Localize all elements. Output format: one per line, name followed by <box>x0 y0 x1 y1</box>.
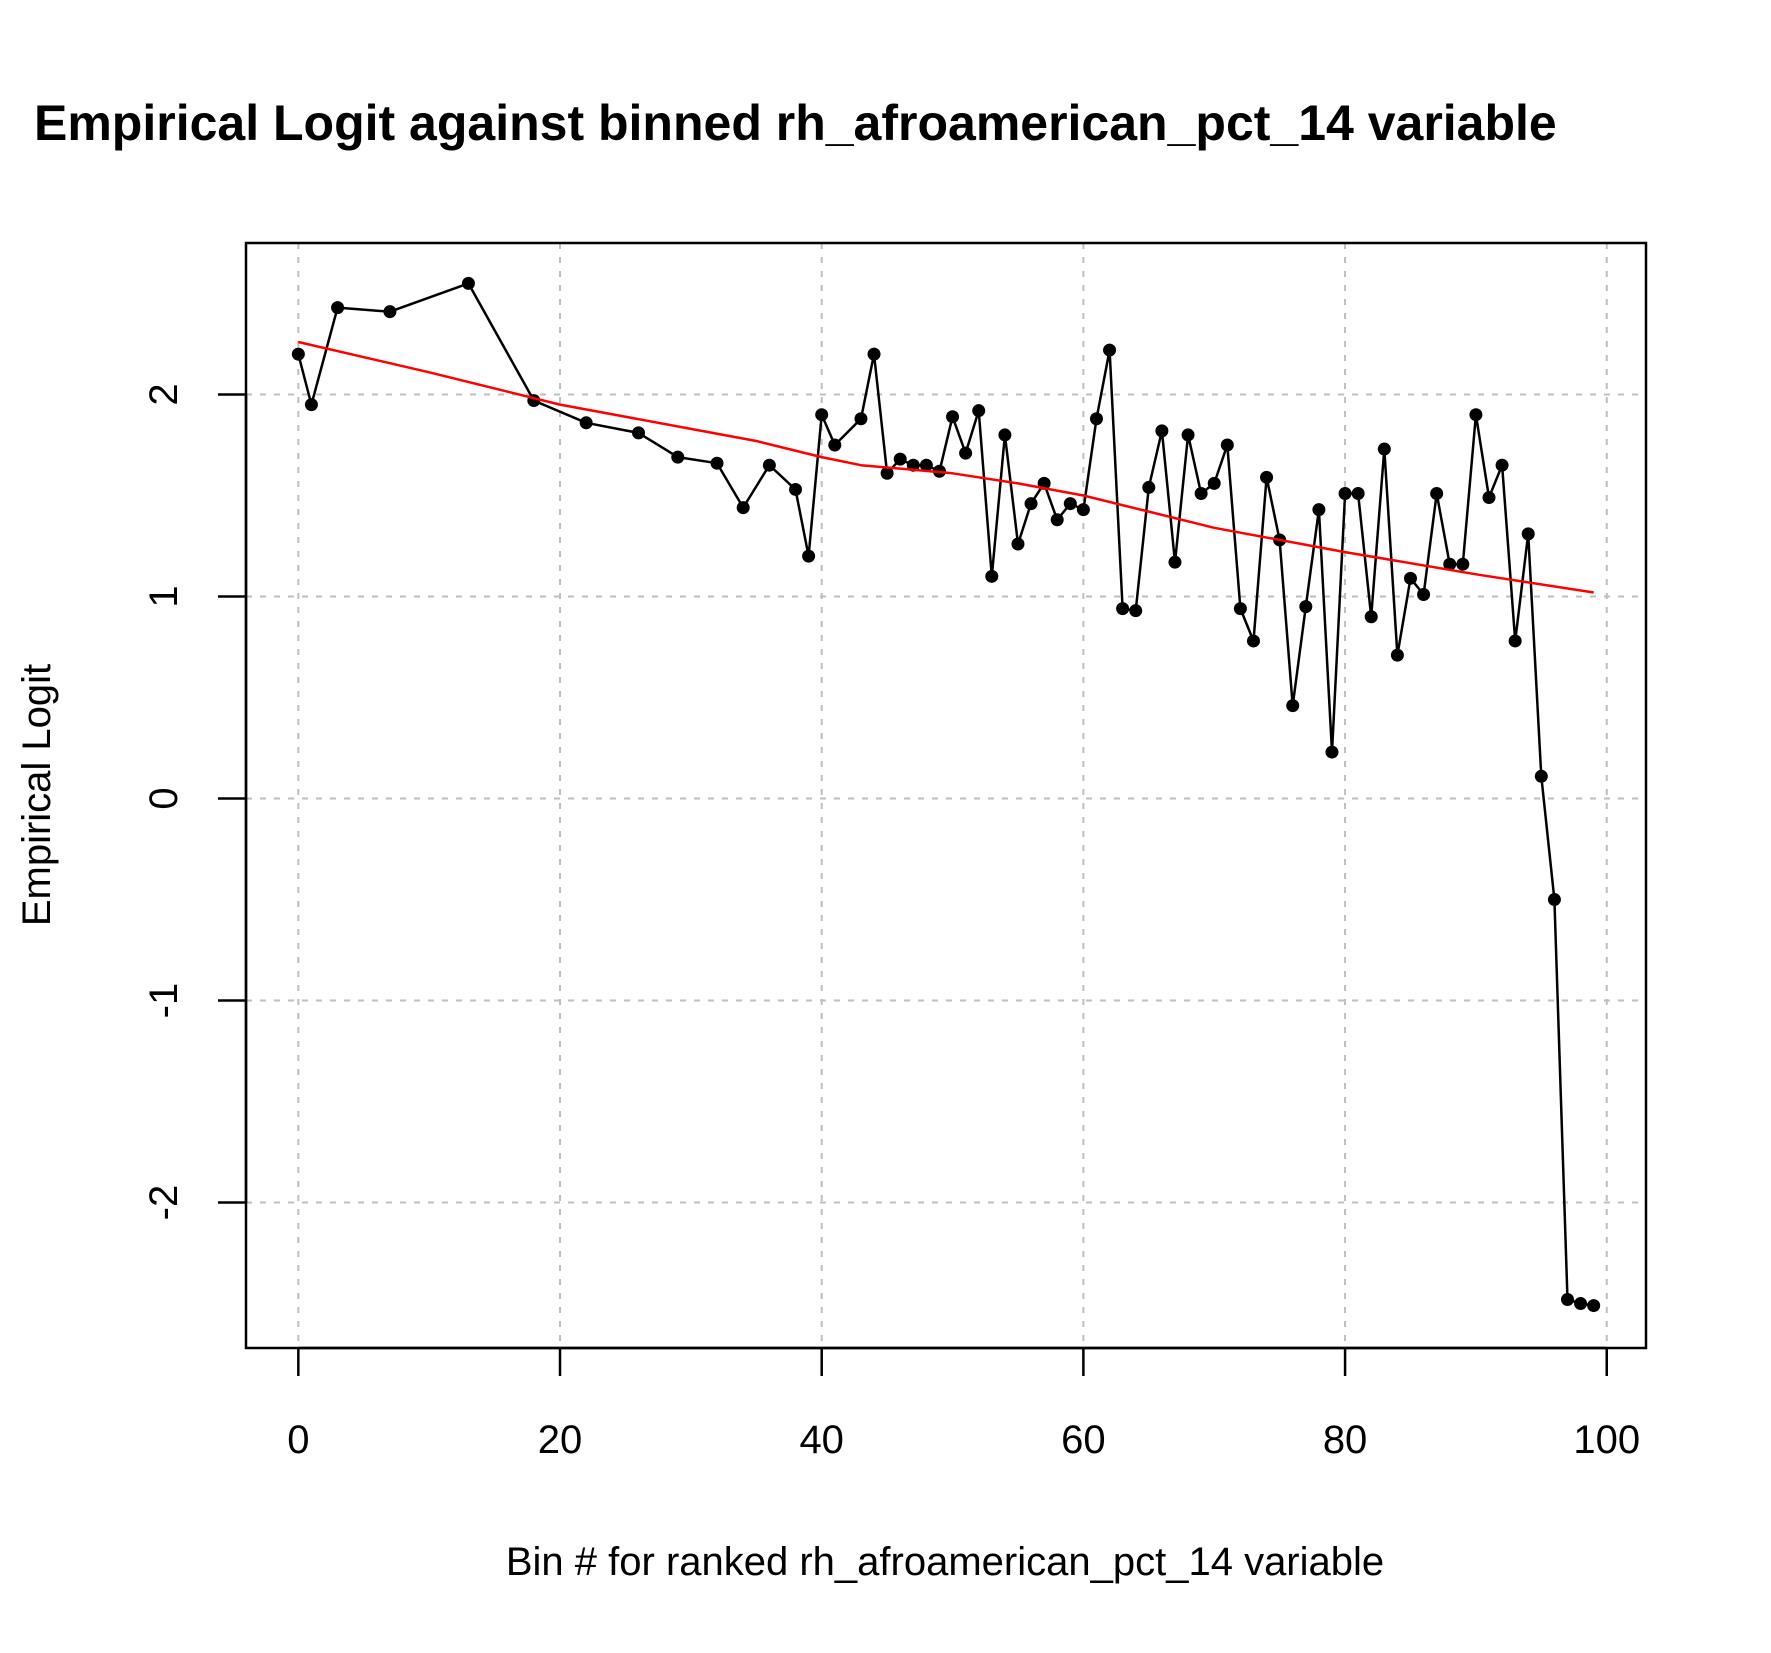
series-0-point-23 <box>946 410 960 424</box>
axis-layer: 0 20 40 60 80 100 -2 -1 0 1 2 <box>142 383 1640 1462</box>
grid-layer <box>246 243 1646 1348</box>
series-0-point-58 <box>1403 571 1417 585</box>
x-tick-label-0: 0 <box>287 1418 309 1462</box>
series-0-point-44 <box>1220 438 1234 452</box>
series-0-point-29 <box>1024 497 1038 511</box>
x-tick-label-2: 40 <box>799 1418 844 1462</box>
series-0-point-15 <box>828 438 842 452</box>
x-tick-label-4: 80 <box>1323 1418 1368 1462</box>
series-0-point-2 <box>331 301 345 315</box>
series-0-point-6 <box>579 416 593 430</box>
series-0-point-52 <box>1325 745 1339 759</box>
series-0-point-63 <box>1469 408 1483 422</box>
series-0-point-16 <box>854 412 868 426</box>
y-tick-label-2: 0 <box>142 787 186 809</box>
series-0-point-54 <box>1351 486 1365 500</box>
series-0-point-42 <box>1194 486 1208 500</box>
series-0-point-3 <box>383 305 397 319</box>
series-0-point-27 <box>998 428 1012 442</box>
y-tick-label-1: -1 <box>142 983 186 1019</box>
plot-frame <box>244 241 1648 1350</box>
series-0-point-55 <box>1364 610 1378 624</box>
series-0-point-37 <box>1129 604 1143 618</box>
series-0-point-39 <box>1155 424 1169 438</box>
series-0-point-33 <box>1076 503 1090 517</box>
series-0-point-4 <box>461 276 475 290</box>
series-0-line <box>297 282 1594 1307</box>
series-0-point-47 <box>1260 470 1274 484</box>
series-0-point-46 <box>1246 634 1260 648</box>
series-0-point-11 <box>762 458 776 472</box>
series-0-point-59 <box>1417 587 1431 601</box>
series-0-point-43 <box>1207 476 1221 490</box>
series-0-point-25 <box>972 404 986 418</box>
series-0-point-53 <box>1338 486 1352 500</box>
x-tick-label-5: 100 <box>1573 1418 1640 1462</box>
x-tick-label-1: 20 <box>538 1418 583 1462</box>
series-0-point-72 <box>1587 1299 1601 1313</box>
series-0-point-12 <box>789 482 803 496</box>
series-0-point-10 <box>736 501 750 515</box>
series-0-point-36 <box>1116 602 1130 616</box>
chart-title: Empirical Logit against binned rh_afroam… <box>34 95 1557 151</box>
series-0-point-35 <box>1103 343 1117 357</box>
y-tick-label-3: 1 <box>142 585 186 607</box>
y-tick-label-4: 2 <box>142 383 186 405</box>
series-0-point-69 <box>1547 893 1561 907</box>
series-0-point-57 <box>1390 648 1404 662</box>
series-0-point-60 <box>1430 486 1444 500</box>
series-0-point-0 <box>291 347 305 361</box>
series-0-point-49 <box>1286 699 1300 713</box>
series-0-point-62 <box>1456 557 1470 571</box>
series-0-point-67 <box>1521 527 1535 541</box>
series-0-point-26 <box>985 569 999 583</box>
series-0-point-38 <box>1142 480 1156 494</box>
series-0-point-21 <box>919 458 933 472</box>
series-0-point-13 <box>802 549 816 563</box>
series-0-point-70 <box>1560 1293 1574 1307</box>
series-0-point-34 <box>1089 412 1103 426</box>
series-0-point-31 <box>1050 513 1064 527</box>
series-0-point-1 <box>304 398 318 412</box>
series-0-point-19 <box>893 452 907 466</box>
series-0-point-51 <box>1312 503 1326 517</box>
y-axis-label: Empirical Logit <box>15 664 59 926</box>
series-0-point-41 <box>1181 428 1195 442</box>
series-0-point-24 <box>959 446 973 460</box>
series-0-point-68 <box>1534 769 1548 783</box>
series-0-point-66 <box>1508 634 1522 648</box>
series-0-point-9 <box>710 456 724 470</box>
series-0-point-71 <box>1574 1297 1588 1311</box>
series-0-point-14 <box>815 408 829 422</box>
series-0-point-18 <box>880 466 894 480</box>
series-0-point-64 <box>1482 491 1496 505</box>
series-1-line <box>298 340 1594 594</box>
y-tick-label-0: -2 <box>142 1185 186 1221</box>
series-0-point-7 <box>632 426 646 440</box>
series-0-point-40 <box>1168 555 1182 569</box>
series-0-point-17 <box>867 347 881 361</box>
series-0-point-56 <box>1377 442 1391 456</box>
series-0-point-45 <box>1233 602 1247 616</box>
x-tick-label-3: 60 <box>1061 1418 1106 1462</box>
x-axis-label: Bin # for ranked rh_afroamerican_pct_14 … <box>506 1540 1384 1584</box>
series-0-point-65 <box>1495 458 1509 472</box>
series-0-point-32 <box>1063 497 1077 511</box>
series-0-point-61 <box>1443 557 1457 571</box>
series-0-point-28 <box>1011 537 1025 551</box>
series-layer <box>291 276 1601 1313</box>
series-0-point-50 <box>1299 600 1313 614</box>
series-0-point-8 <box>671 450 685 464</box>
